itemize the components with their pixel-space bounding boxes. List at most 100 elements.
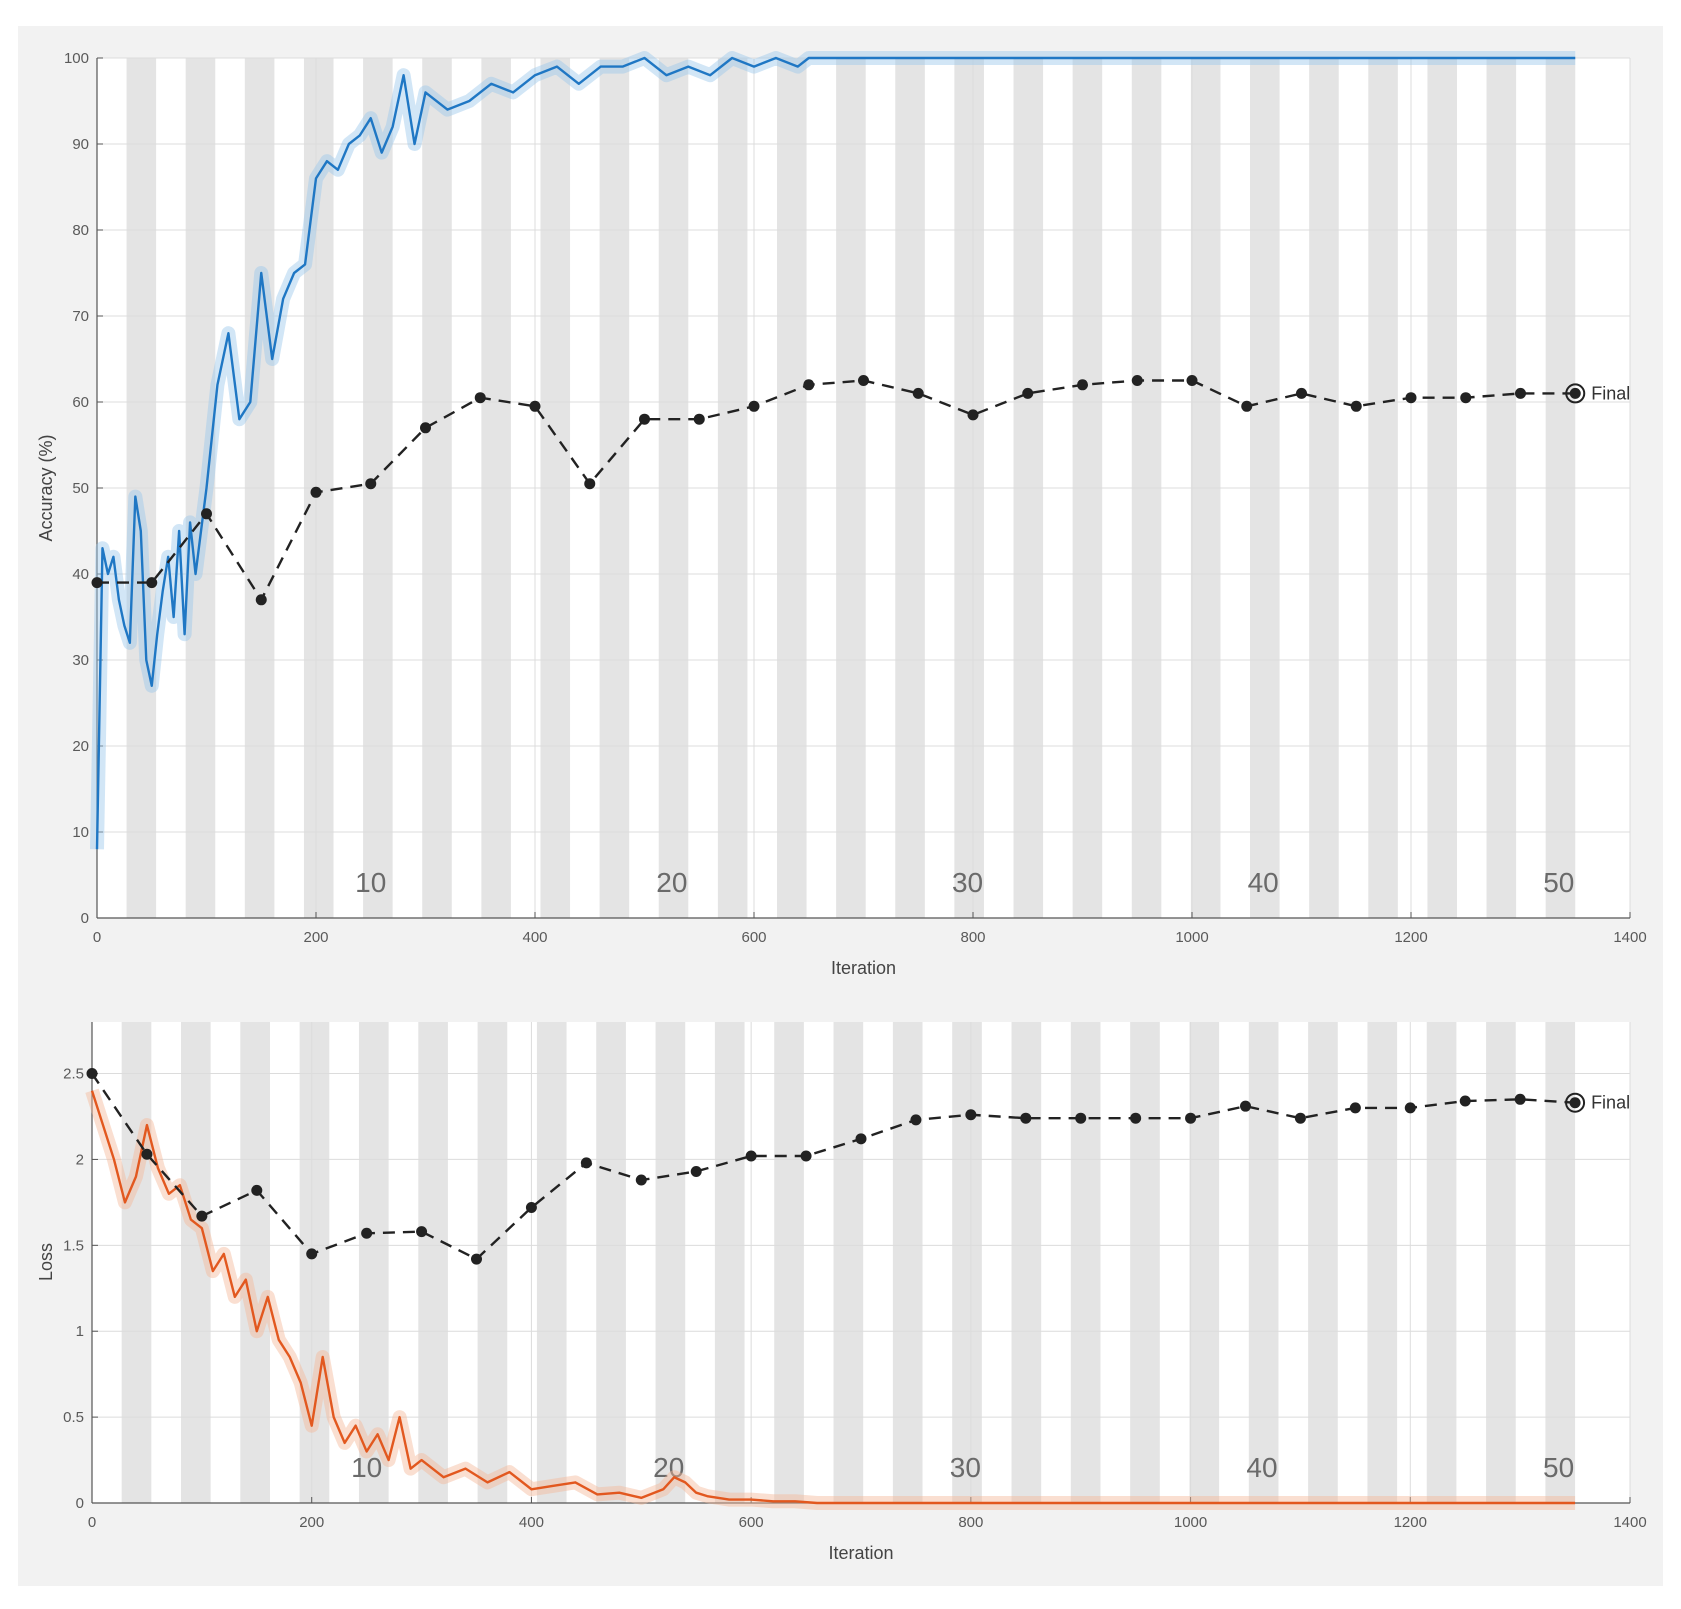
validation-point xyxy=(196,1210,208,1222)
y-tick-label: 70 xyxy=(72,308,89,325)
validation-point xyxy=(86,1068,98,1080)
epoch-band xyxy=(774,1022,804,1503)
y-tick-label: 40 xyxy=(72,566,89,583)
epoch-band xyxy=(477,1022,508,1503)
epoch-band xyxy=(1308,1022,1338,1503)
x-tick-label: 0 xyxy=(88,1514,96,1531)
epoch-band xyxy=(596,1022,626,1503)
epoch-label: 40 xyxy=(1248,867,1279,898)
train-series-line xyxy=(90,1090,1576,1505)
validation-point xyxy=(965,1109,977,1121)
epoch-band xyxy=(833,1022,864,1503)
validation-point xyxy=(529,400,541,412)
loss-panel: 0 0.5 1 1.5 2 2.5 0 200 400 600 800 1000 1200 1400 Ite… xyxy=(36,1022,1647,1563)
epoch-band xyxy=(240,1022,270,1503)
validation-point xyxy=(471,1253,482,1265)
epoch-band xyxy=(1367,1022,1398,1503)
x-tick-label: 1000 xyxy=(1175,929,1208,946)
x-tick-label: 0 xyxy=(93,929,101,946)
validation-point xyxy=(146,577,158,589)
validation-point xyxy=(365,478,377,490)
validation-point xyxy=(1404,1102,1416,1114)
x-tick-label: 1400 xyxy=(1613,929,1646,946)
validation-point xyxy=(1077,379,1088,391)
validation-point xyxy=(361,1227,373,1239)
final-label: Final xyxy=(1591,1093,1630,1113)
validation-point xyxy=(639,413,650,425)
validation-point xyxy=(1459,1095,1471,1107)
y-tick-label: 30 xyxy=(72,652,89,669)
x-tick-label: 400 xyxy=(522,929,547,946)
epoch-band xyxy=(180,1022,211,1503)
validation-point xyxy=(800,1150,812,1162)
validation-point xyxy=(1075,1112,1087,1124)
validation-point xyxy=(1460,392,1472,404)
x-tick-label: 600 xyxy=(739,1514,764,1531)
y-tick-label: 1.5 xyxy=(63,1237,84,1254)
validation-point xyxy=(310,486,322,498)
validation-point xyxy=(855,1133,867,1145)
validation-point xyxy=(580,1157,592,1169)
x-tick-label: 1200 xyxy=(1394,929,1427,946)
y-tick-label: 20 xyxy=(72,738,89,755)
validation-point xyxy=(416,1226,428,1238)
validation-point xyxy=(525,1202,537,1214)
epoch-band xyxy=(1426,1022,1457,1503)
y-tick-label: 0.5 xyxy=(63,1409,84,1426)
x-tick-label: 800 xyxy=(958,1514,983,1531)
y-tick-label: 10 xyxy=(72,824,89,841)
y-tick-label: 90 xyxy=(72,136,89,153)
x-axis-label: Iteration xyxy=(831,958,896,978)
x-tick-label: 1200 xyxy=(1394,1514,1427,1531)
epoch-label: 40 xyxy=(1246,1452,1277,1483)
epoch-band xyxy=(299,1022,330,1503)
validation-point xyxy=(1569,1097,1581,1109)
y-tick-label: 100 xyxy=(64,50,89,67)
validation-point xyxy=(745,1150,757,1162)
validation-point xyxy=(141,1148,153,1160)
validation-point xyxy=(1514,1093,1526,1105)
epoch-label: 30 xyxy=(950,1452,981,1483)
y-tick-label: 80 xyxy=(72,222,89,239)
train-series-line xyxy=(95,56,1576,850)
validation-point xyxy=(1405,392,1417,404)
epoch-label: 10 xyxy=(351,1452,382,1483)
final-marker xyxy=(1565,1092,1586,1113)
validation-point xyxy=(910,1114,922,1126)
x-tick-label: 600 xyxy=(741,929,766,946)
epoch-band xyxy=(418,1022,448,1503)
validation-point xyxy=(858,375,869,386)
validation-point xyxy=(1296,387,1307,399)
epoch-band xyxy=(1189,1022,1220,1503)
validation-point xyxy=(803,379,815,391)
epoch-label: 10 xyxy=(355,867,386,898)
epoch-band xyxy=(121,1022,152,1503)
y-tick-label: 2 xyxy=(76,1151,84,1168)
x-tick-label: 200 xyxy=(299,1514,324,1531)
validation-point xyxy=(1185,1112,1197,1124)
y-tick-label: 0 xyxy=(81,910,89,927)
validation-point xyxy=(420,422,431,434)
x-tick-label: 400 xyxy=(519,1514,544,1531)
epoch-band xyxy=(1070,1022,1101,1503)
epoch-label: 50 xyxy=(1543,867,1574,898)
validation-point xyxy=(306,1248,318,1260)
validation-point xyxy=(1241,400,1253,412)
validation-point xyxy=(1569,387,1581,399)
epoch-band xyxy=(1130,1022,1160,1503)
validation-series-line xyxy=(97,379,1576,603)
validation-point xyxy=(693,413,705,425)
epoch-label: 20 xyxy=(656,867,687,898)
y-tick-label: 50 xyxy=(72,480,89,497)
validation-point xyxy=(1349,1102,1361,1114)
x-tick-label: 800 xyxy=(960,929,985,946)
x-axis-label: Iteration xyxy=(828,1543,893,1563)
x-tick-label: 200 xyxy=(303,929,328,946)
validation-point xyxy=(1020,1112,1032,1124)
x-tick-label: 1000 xyxy=(1174,1514,1207,1531)
epoch-label: 30 xyxy=(952,867,983,898)
epoch-band xyxy=(1011,1022,1042,1503)
y-tick-label: 0 xyxy=(76,1495,84,1512)
validation-point xyxy=(748,400,760,412)
